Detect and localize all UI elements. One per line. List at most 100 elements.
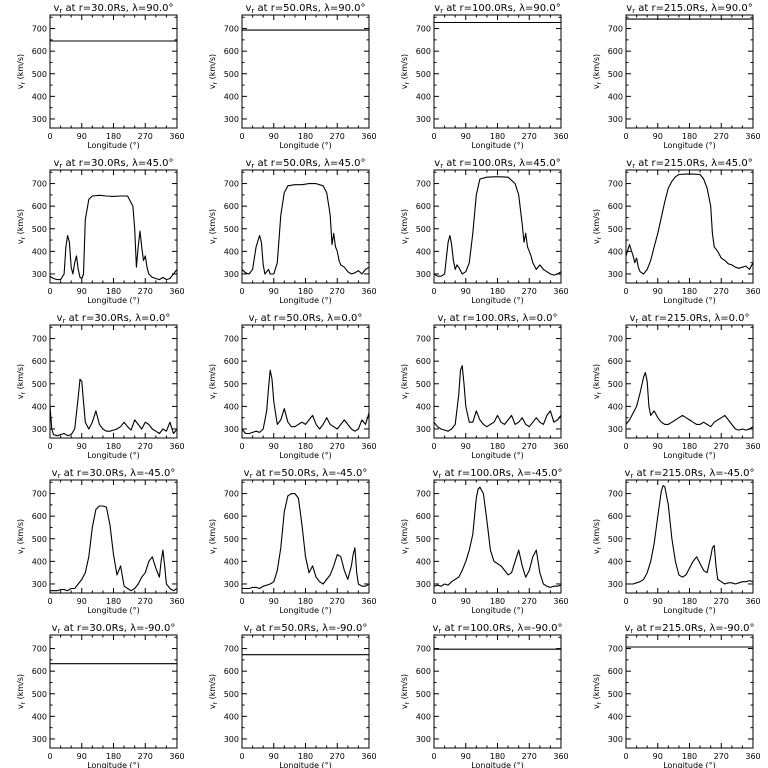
ylabel-v: v bbox=[592, 704, 601, 709]
ylabel-unit: (km/s) bbox=[592, 54, 601, 82]
x-tick-label: 90 bbox=[653, 132, 663, 141]
y-tick-label: 600 bbox=[224, 357, 239, 366]
y-tick-label: 600 bbox=[416, 47, 431, 56]
title-v: v bbox=[629, 313, 635, 324]
y-axis-label: vr (km/s) bbox=[400, 54, 411, 89]
y-tick-label: 700 bbox=[224, 490, 239, 499]
ylabel-unit: (km/s) bbox=[16, 519, 25, 547]
subplot-title: vr at r=215.0Rs, λ=45.0° bbox=[626, 158, 752, 170]
title-v: v bbox=[626, 3, 632, 14]
x-tick-label: 90 bbox=[269, 132, 279, 141]
y-tick-label: 400 bbox=[224, 92, 239, 101]
y-axis-label: vr (km/s) bbox=[16, 674, 27, 709]
ylabel-unit: (km/s) bbox=[208, 209, 217, 237]
axes-frame bbox=[49, 324, 178, 439]
title-sub: r bbox=[632, 7, 635, 15]
series-line bbox=[49, 378, 178, 437]
y-tick-label: 700 bbox=[32, 490, 47, 499]
ylabel-v: v bbox=[16, 549, 25, 554]
y-tick-label: 300 bbox=[416, 270, 431, 279]
x-tick-label: 0 bbox=[239, 287, 244, 296]
series-line bbox=[50, 505, 178, 592]
title-rest: at r=50.0Rs, λ=0.0° bbox=[257, 313, 362, 324]
y-tick-label: 400 bbox=[224, 712, 239, 721]
title-v: v bbox=[52, 623, 58, 634]
x-tick-label: 270 bbox=[330, 132, 345, 141]
ylabel-sub: r bbox=[596, 236, 603, 239]
title-rest: at r=100.0Rs, λ=-45.0° bbox=[441, 468, 562, 479]
x-tick-label: 0 bbox=[431, 752, 436, 761]
title-v: v bbox=[244, 623, 250, 634]
y-tick-label: 700 bbox=[416, 490, 431, 499]
subplot-title: vr at r=30.0Rs, λ=-45.0° bbox=[52, 468, 176, 480]
y-tick-label: 500 bbox=[32, 225, 47, 234]
x-tick-label: 180 bbox=[490, 132, 505, 141]
y-tick-label: 600 bbox=[416, 512, 431, 521]
x-tick-label: 0 bbox=[47, 287, 52, 296]
title-v: v bbox=[434, 158, 440, 169]
axes-frame bbox=[49, 14, 178, 129]
subplot-4-1: vr at r=50.0Rs, λ=-90.0°0 90 180 270 3603004… bbox=[208, 623, 377, 768]
title-v: v bbox=[249, 313, 255, 324]
x-axis-label: Longitude (°) bbox=[279, 761, 332, 768]
y-tick-label: 600 bbox=[416, 202, 431, 211]
x-tick-label: 270 bbox=[714, 442, 729, 451]
title-rest: at r=100.0Rs, λ=45.0° bbox=[443, 158, 561, 169]
x-tick-label: 360 bbox=[553, 752, 568, 761]
axes-frame bbox=[625, 634, 754, 749]
title-rest: at r=100.0Rs, λ=90.0° bbox=[443, 3, 561, 14]
x-tick-label: 180 bbox=[298, 752, 313, 761]
title-rest: at r=30.0Rs, λ=-45.0° bbox=[60, 468, 175, 479]
subplot-title: vr at r=50.0Rs, λ=-90.0° bbox=[244, 623, 368, 635]
y-tick-label: 700 bbox=[416, 335, 431, 344]
ylabel-sub: r bbox=[404, 81, 411, 84]
title-rest: at r=215.0Rs, λ=45.0° bbox=[635, 158, 753, 169]
y-tick-label: 500 bbox=[608, 380, 623, 389]
y-tick-label: 400 bbox=[416, 247, 431, 256]
ylabel-unit: (km/s) bbox=[208, 364, 217, 392]
x-tick-label: 270 bbox=[138, 442, 153, 451]
ylabel-sub: r bbox=[404, 236, 411, 239]
x-tick-label: 360 bbox=[745, 442, 760, 451]
x-tick-label: 360 bbox=[361, 597, 376, 606]
x-tick-label: 270 bbox=[138, 287, 153, 296]
ylabel-unit: (km/s) bbox=[16, 209, 25, 237]
title-sub: r bbox=[255, 317, 258, 325]
ylabel-sub: r bbox=[20, 546, 27, 549]
y-tick-label: 400 bbox=[608, 247, 623, 256]
x-tick-label: 270 bbox=[522, 287, 537, 296]
x-tick-label: 0 bbox=[47, 752, 52, 761]
ylabel-v: v bbox=[16, 704, 25, 709]
y-tick-label: 700 bbox=[32, 180, 47, 189]
x-tick-label: 0 bbox=[239, 442, 244, 451]
x-axis-label: Longitude (°) bbox=[663, 451, 716, 460]
title-sub: r bbox=[250, 472, 253, 480]
axes-frame bbox=[433, 634, 562, 749]
y-tick-label: 500 bbox=[416, 535, 431, 544]
y-tick-label: 500 bbox=[416, 225, 431, 234]
x-tick-label: 90 bbox=[77, 597, 87, 606]
title-rest: at r=50.0Rs, λ=45.0° bbox=[254, 158, 365, 169]
x-tick-label: 270 bbox=[522, 132, 537, 141]
subplot-title: vr at r=215.0Rs, λ=-90.0° bbox=[624, 623, 754, 635]
ylabel-v: v bbox=[208, 394, 217, 399]
title-rest: at r=50.0Rs, λ=90.0° bbox=[254, 3, 365, 14]
y-tick-label: 300 bbox=[32, 425, 47, 434]
x-tick-label: 180 bbox=[490, 287, 505, 296]
ylabel-unit: (km/s) bbox=[400, 519, 409, 547]
x-tick-label: 0 bbox=[431, 287, 436, 296]
y-tick-label: 300 bbox=[608, 580, 623, 589]
axes-frame bbox=[49, 169, 178, 284]
x-tick-label: 90 bbox=[77, 132, 87, 141]
ylabel-v: v bbox=[208, 239, 217, 244]
y-tick-label: 400 bbox=[224, 402, 239, 411]
axes-frame bbox=[625, 14, 754, 129]
ylabel-sub: r bbox=[212, 546, 219, 549]
title-v: v bbox=[626, 158, 632, 169]
subplot-4-0: vr at r=30.0Rs, λ=-90.0°0 90 180 270 3603004… bbox=[16, 623, 185, 768]
subplot-title: vr at r=215.0Rs, λ=0.0° bbox=[629, 313, 749, 325]
title-sub: r bbox=[630, 472, 633, 480]
x-axis-label: Longitude (°) bbox=[471, 296, 524, 305]
subplot-2-1: vr at r=50.0Rs, λ=0.0°0 90 180 270 360300400… bbox=[208, 313, 377, 460]
